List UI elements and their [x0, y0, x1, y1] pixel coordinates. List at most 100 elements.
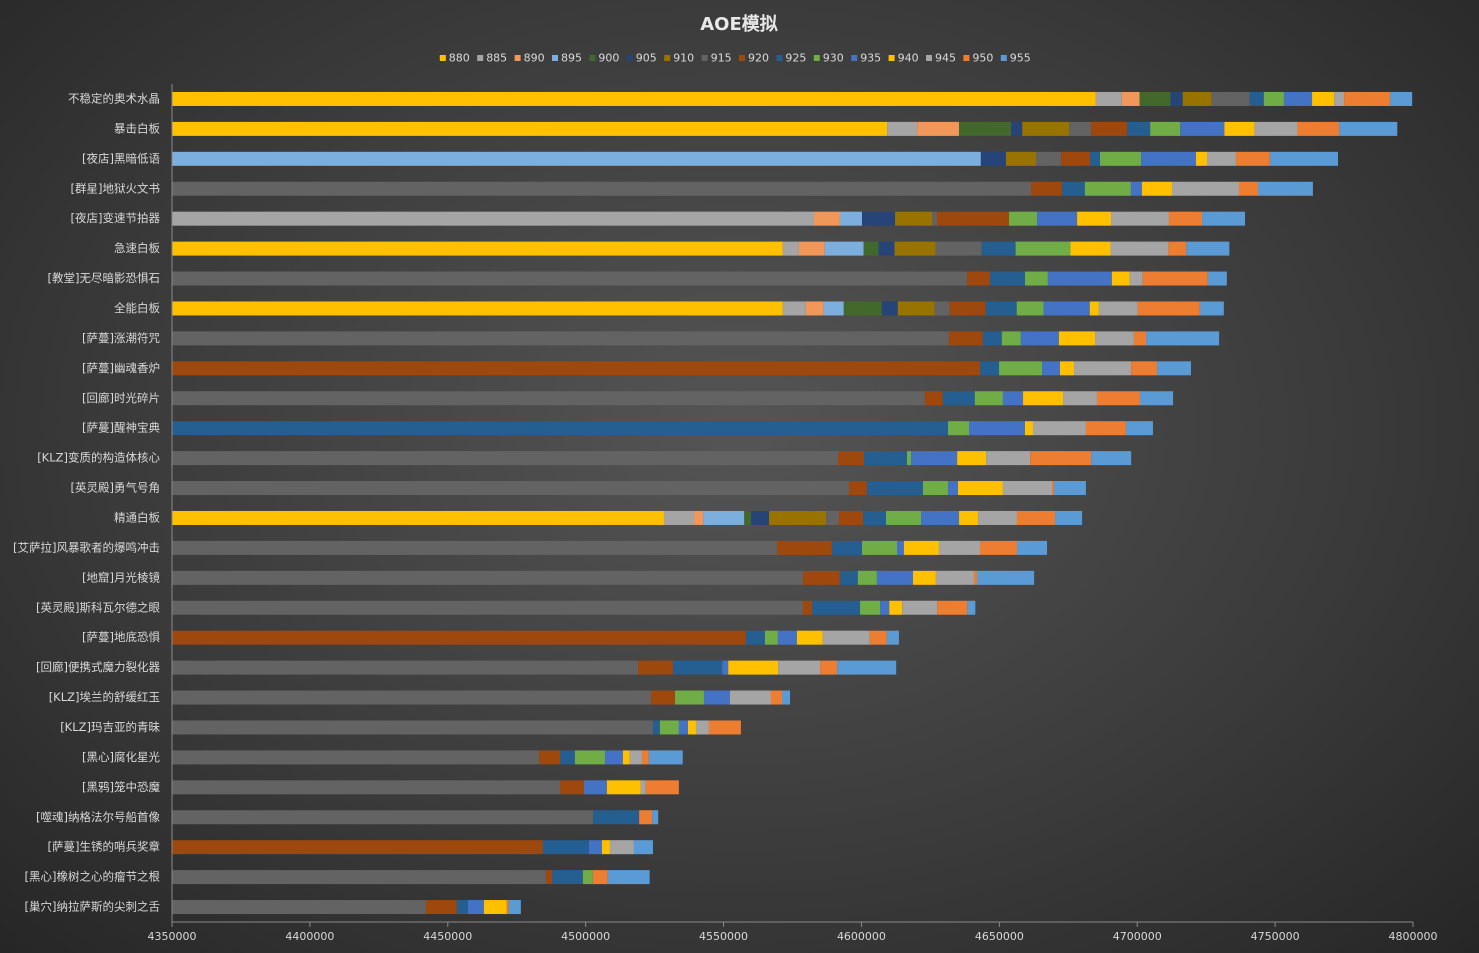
bar-segment: [508, 900, 521, 915]
bar-segment: [172, 181, 1032, 196]
bar-segment: [981, 241, 1016, 256]
bar-segment: [694, 510, 704, 525]
bar-segment: [1091, 451, 1132, 466]
bar-segment: [889, 600, 903, 615]
legend-label: 890: [524, 52, 545, 65]
category-label: [萨蔓]幽魂香炉: [82, 361, 160, 375]
bar-segment: [897, 540, 904, 555]
bar-segment: [1125, 421, 1153, 436]
bar-segment: [172, 91, 1096, 106]
bar-segment: [652, 720, 660, 735]
bar-segment: [728, 660, 779, 675]
bar-segment: [1146, 331, 1220, 346]
bar-segment: [542, 840, 589, 855]
bar-segment: [1235, 151, 1270, 166]
legend-label: 905: [636, 52, 657, 65]
bar-segment: [976, 570, 1035, 585]
bar-segment: [980, 361, 1000, 376]
bar-segment: [744, 510, 752, 525]
bar-segment: [172, 510, 664, 525]
bar-segment: [729, 690, 771, 705]
bar-segment: [863, 510, 886, 525]
bar-segment: [820, 660, 838, 675]
category-label: [噬魂]纳格法尔号船首像: [36, 810, 160, 824]
bar-segment: [894, 241, 936, 256]
bar-segment: [172, 271, 968, 286]
category-label: [黑心]橡树之心的瘤节之根: [25, 870, 161, 884]
bar-segment: [1084, 181, 1131, 196]
bar-segment: [1131, 361, 1158, 376]
bar-segment: [1091, 121, 1128, 136]
bar-segment: [172, 301, 783, 316]
legend-label: 955: [1010, 52, 1031, 65]
bar-segment: [172, 451, 839, 466]
bar-segment: [812, 600, 861, 615]
bar-segment: [777, 630, 797, 645]
bar-segment: [604, 750, 623, 765]
bar-segment: [552, 870, 583, 885]
bar-segment: [1053, 481, 1086, 496]
bar-segment: [1002, 391, 1024, 406]
bar-segment: [974, 391, 1003, 406]
legend-label: 900: [598, 52, 619, 65]
legend-swatch: [701, 55, 708, 61]
bar-segment: [687, 720, 696, 735]
category-label: [萨蔓]醒神宝典: [82, 421, 160, 435]
bar-segment: [895, 211, 933, 226]
bar-segment: [948, 421, 969, 436]
category-label: [萨蔓]涨潮符咒: [82, 331, 160, 345]
legend-swatch: [589, 55, 596, 61]
bar-segment: [798, 241, 825, 256]
bar-segment: [934, 301, 950, 316]
bar-segment: [1011, 121, 1023, 136]
category-label: [KLZ]玛吉亚的青昧: [60, 720, 160, 734]
x-tick-label: 4600000: [837, 930, 886, 943]
bar-segment: [1238, 181, 1259, 196]
bar-segment: [1141, 181, 1172, 196]
bar-segment: [545, 870, 553, 885]
bar-segment: [1334, 91, 1345, 106]
bar-segment: [1249, 91, 1264, 106]
bar-segment: [751, 510, 770, 525]
bar-segment: [695, 720, 709, 735]
bar-segment: [921, 510, 960, 525]
bar-segment: [1258, 181, 1313, 196]
bar-segment: [985, 301, 1017, 316]
bar-segment: [860, 600, 881, 615]
category-label: [英灵殿]斯科瓦尔德之眼: [36, 600, 160, 614]
bar-segment: [1032, 421, 1086, 436]
bar-segment: [633, 840, 653, 855]
category-label: 精通白板: [114, 510, 160, 524]
legend-label: 940: [898, 52, 919, 65]
bar-segment: [1008, 211, 1038, 226]
bar-segment: [886, 630, 899, 645]
x-tick-label: 4400000: [285, 930, 334, 943]
bar-segment: [629, 750, 642, 765]
bar-segment: [796, 630, 823, 645]
bar-segment: [745, 630, 765, 645]
bar-segment: [1037, 211, 1078, 226]
legend-swatch: [552, 55, 558, 61]
bar-segment: [539, 750, 561, 765]
bar-segment: [938, 540, 981, 555]
category-label: [KLZ]埃兰的舒缓红玉: [49, 690, 160, 704]
bar-segment: [861, 540, 898, 555]
bar-segment: [903, 540, 939, 555]
bar-segment: [802, 600, 813, 615]
legend-swatch: [439, 55, 446, 61]
bar-segment: [648, 750, 683, 765]
bar-segment: [172, 391, 925, 406]
bar-segment: [880, 600, 890, 615]
bar-segment: [1022, 121, 1070, 136]
bar-segment: [778, 660, 821, 675]
x-tick-label: 4350000: [148, 930, 197, 943]
legend-label: 880: [449, 52, 470, 65]
bar-segment: [1186, 241, 1230, 256]
bar-segment: [876, 570, 914, 585]
bar-segment: [1283, 91, 1313, 106]
x-tick-label: 4700000: [1113, 930, 1162, 943]
bar-segment: [1070, 241, 1111, 256]
legend-swatch: [477, 55, 484, 61]
bar-segment: [673, 660, 723, 675]
